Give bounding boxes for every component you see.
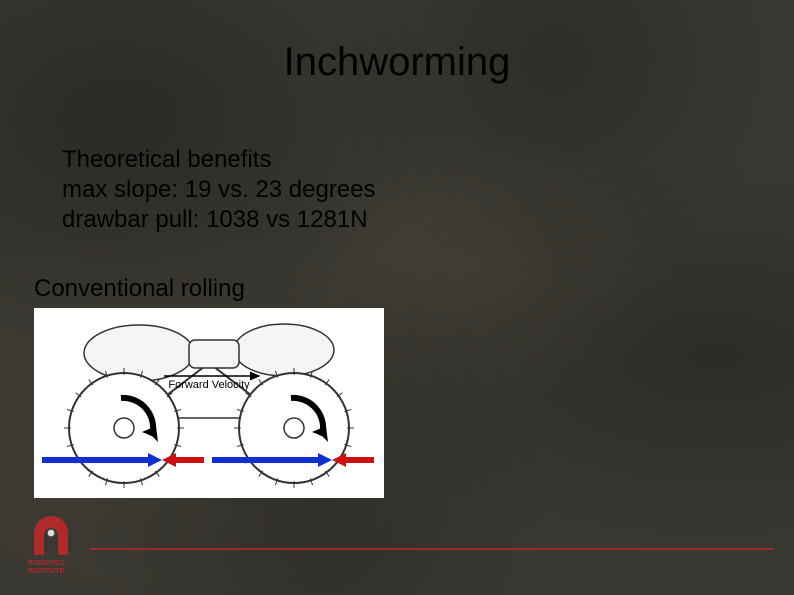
svg-text:INSTITUTE: INSTITUTE (28, 568, 64, 575)
footer-divider (90, 548, 774, 550)
slide-title: Inchworming (0, 40, 794, 85)
force-arrows (34, 448, 384, 472)
svg-text:ROBOTICS: ROBOTICS (28, 560, 65, 567)
svg-text:Forward Velocity: Forward Velocity (168, 379, 250, 391)
benefits-line2: drawbar pull: 1038 vs 1281N (62, 205, 376, 235)
benefits-heading: Theoretical benefits (62, 145, 376, 175)
benefits-block: Theoretical benefits max slope: 19 vs. 2… (62, 145, 376, 235)
institute-logo: ROBOTICSINSTITUTE (24, 515, 79, 575)
benefits-line1: max slope: 19 vs. 23 degrees (62, 175, 376, 205)
figure-caption: Conventional rolling (34, 275, 245, 303)
